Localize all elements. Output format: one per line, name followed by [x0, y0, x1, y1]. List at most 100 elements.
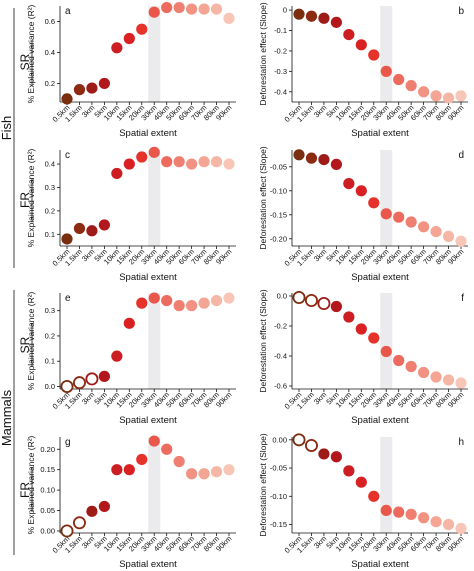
data-point	[72, 376, 86, 390]
highlight-band	[380, 437, 393, 533]
panel-a: 0.20.40.60.5km1.5km3km5km10km15km20km30k…	[26, 1, 236, 139]
y-axis-label: % Explained variance (R²)	[26, 291, 36, 390]
data-point	[73, 84, 86, 96]
y-tick-label: -0.15	[270, 210, 287, 219]
y-axis-label: Deforestation effect (Slope)	[258, 289, 268, 392]
panel-d: -0.05-0.10-0.15-0.200.5km1.5km3km5km10km…	[258, 146, 468, 283]
y-tick-label: -0.05	[270, 464, 287, 473]
data-point	[85, 372, 99, 386]
data-point	[223, 464, 235, 476]
data-point	[72, 516, 86, 530]
group-label-mammals: Mammals	[0, 389, 14, 446]
data-point	[405, 216, 417, 228]
x-axis-label: Spatial extent	[351, 128, 409, 139]
x-axis-label: Spatial extent	[351, 559, 409, 570]
data-point	[210, 466, 223, 478]
data-point	[111, 350, 123, 362]
data-point	[161, 1, 173, 14]
row-label-fish-sr: SR	[18, 53, 32, 70]
y-axis-label: % Explained variance (R²)	[26, 148, 36, 247]
y-tick-label: 0.4	[45, 48, 55, 57]
data-point	[98, 77, 110, 90]
data-point	[380, 65, 392, 77]
data-point	[343, 28, 355, 41]
data-point	[455, 90, 467, 102]
data-point	[86, 505, 98, 517]
x-axis-label: Spatial extent	[119, 559, 177, 570]
panel-letter: f	[461, 293, 464, 304]
panels: 0.20.40.60.5km1.5km3km5km10km15km20km30k…	[26, 1, 468, 570]
data-point	[173, 1, 185, 14]
data-point	[223, 12, 235, 24]
y-tick-label: 0.0	[277, 292, 287, 301]
y-tick-label: 0.3	[45, 306, 55, 315]
y-axis-label: Deforestation effect (Slope)	[258, 433, 268, 536]
data-point	[61, 233, 73, 245]
data-point	[455, 377, 467, 389]
y-tick-label: 0.20	[40, 445, 55, 454]
y-tick-label: 0.10	[40, 486, 55, 495]
data-point	[111, 42, 123, 54]
y-tick-label: -0.10	[270, 186, 287, 195]
row-label-mammals-fr: FR	[18, 482, 32, 498]
x-axis-label: Spatial extent	[351, 415, 409, 426]
data-point	[123, 464, 135, 476]
data-point	[355, 185, 367, 197]
highlight-band	[148, 150, 161, 246]
y-axis-label: % Explained variance (R²)	[26, 4, 36, 103]
data-point	[317, 296, 331, 310]
data-point	[186, 468, 198, 480]
y-tick-label: -0.4	[274, 352, 287, 361]
y-tick-label: 0.2	[45, 331, 55, 340]
data-point	[292, 290, 306, 304]
data-point	[368, 332, 380, 344]
y-tick-label: 0	[283, 6, 287, 15]
y-tick-label: -0.10	[270, 492, 287, 501]
data-point	[330, 300, 342, 313]
data-point	[161, 294, 173, 307]
data-point	[210, 156, 223, 168]
data-point	[186, 158, 198, 170]
data-point	[405, 508, 417, 520]
data-point	[198, 156, 210, 168]
highlight-band	[148, 6, 161, 102]
data-point	[223, 158, 235, 170]
x-axis-label: Spatial extent	[119, 415, 177, 426]
data-point	[136, 23, 148, 35]
data-point	[442, 230, 455, 242]
data-point	[136, 453, 148, 466]
y-tick-label: 0.2	[45, 206, 55, 215]
data-point	[343, 178, 355, 190]
data-point	[343, 311, 355, 323]
data-point	[61, 93, 73, 105]
data-point	[86, 225, 98, 237]
row-label-mammals-sr: SR	[18, 336, 32, 353]
data-point	[430, 516, 442, 528]
data-point	[380, 345, 392, 358]
data-point	[318, 154, 330, 166]
data-point	[223, 292, 235, 304]
y-tick-label: 0.00	[40, 526, 55, 535]
data-point	[368, 197, 380, 209]
data-point	[136, 151, 148, 163]
data-point	[198, 468, 210, 480]
data-point	[60, 379, 74, 393]
y-tick-label: 0.3	[45, 183, 55, 192]
y-tick-label: 0.15	[40, 465, 55, 474]
y-tick-label: 0.1	[45, 357, 55, 366]
data-point	[318, 12, 330, 24]
data-point	[148, 146, 160, 158]
panel-letter: a	[65, 6, 71, 17]
data-point	[198, 3, 210, 15]
panel-e: 0.00.10.20.30.5km1.5km3km5km10km15km20km…	[26, 291, 236, 426]
data-point	[355, 39, 367, 51]
data-point	[73, 222, 86, 235]
data-point	[161, 443, 173, 455]
data-point	[304, 438, 318, 452]
y-axis-label: Deforestation effect (Slope)	[258, 2, 268, 105]
data-point	[148, 6, 160, 18]
panel-f: 0.0-0.2-0.4-0.60.5km1.5km3km5km10km15km2…	[258, 289, 468, 426]
data-point	[330, 451, 342, 463]
data-point	[293, 8, 305, 20]
